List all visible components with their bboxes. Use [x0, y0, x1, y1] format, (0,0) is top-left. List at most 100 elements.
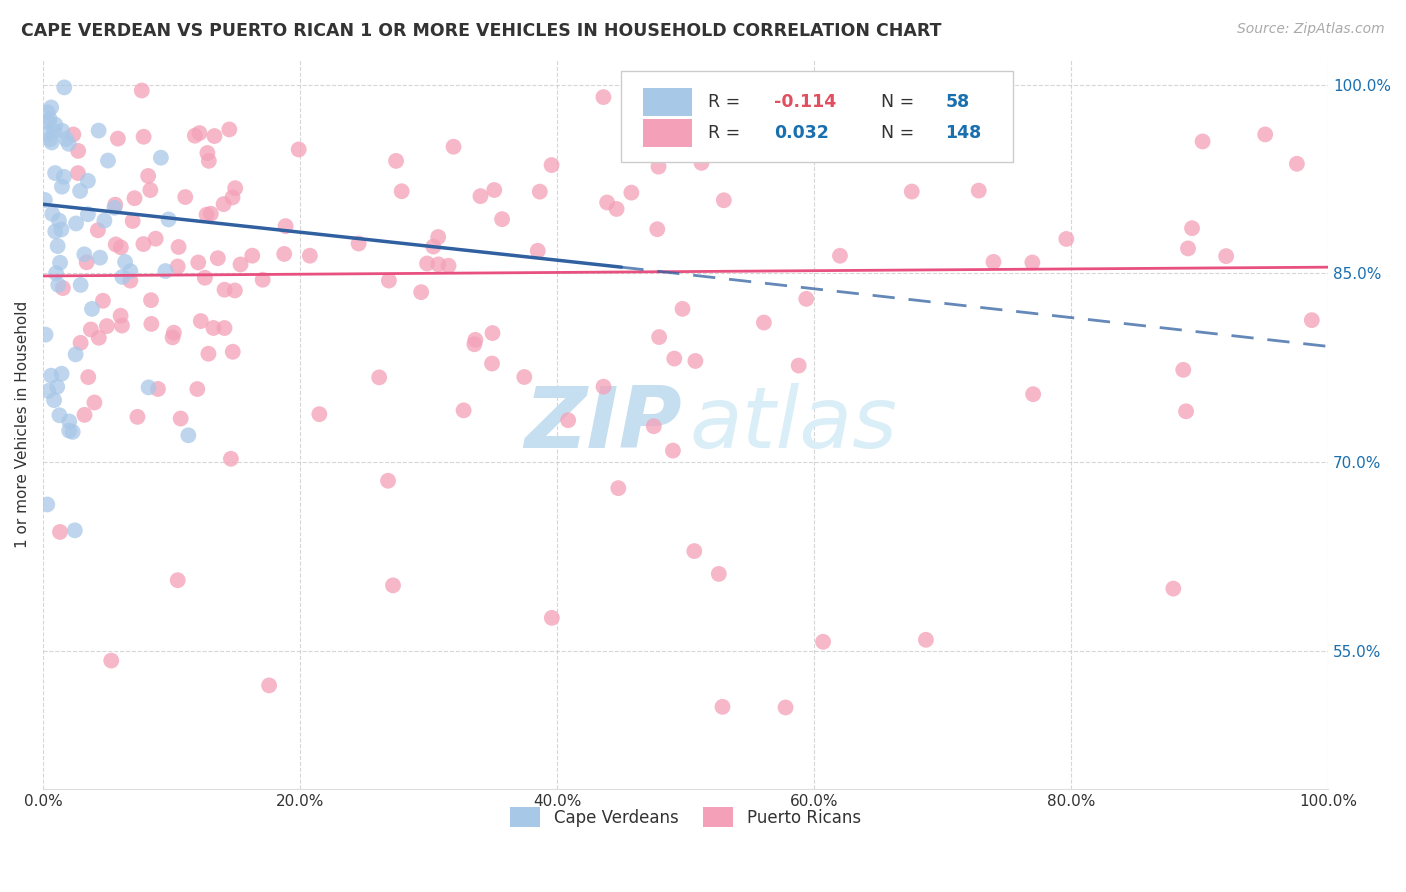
Point: [69, 335, 91, 350]
Point: [983, 255, 1005, 269]
Point: [900, 185, 922, 199]
Point: [662, 81, 685, 95]
Point: [65, 347, 87, 361]
Point: [1173, 363, 1195, 377]
Point: [46, 277, 69, 292]
Point: [287, 143, 309, 157]
Point: [481, 357, 503, 371]
Point: [80, 301, 103, 316]
Point: [794, 292, 817, 306]
Point: [34, 327, 56, 342]
Point: [163, 326, 186, 340]
Point: [411, 285, 433, 300]
Point: [138, 380, 160, 394]
Point: [49, 524, 72, 539]
Point: [66, 166, 89, 180]
Point: [197, 146, 219, 161]
Point: [1301, 313, 1323, 327]
Point: [132, 129, 155, 144]
Point: [177, 428, 200, 442]
Point: [62, 425, 84, 439]
Point: [1022, 387, 1045, 401]
Text: 0.032: 0.032: [775, 124, 830, 143]
Point: [219, 451, 242, 466]
Point: [83, 395, 105, 409]
Point: [62, 128, 84, 142]
Point: [422, 239, 444, 253]
Point: [194, 270, 217, 285]
Point: [938, 127, 960, 141]
Point: [214, 321, 236, 335]
Point: [120, 274, 142, 288]
Text: ZIP: ZIP: [524, 383, 682, 466]
Point: [188, 126, 211, 140]
Point: [166, 260, 188, 274]
Point: [643, 419, 665, 434]
Point: [104, 237, 127, 252]
Point: [55, 132, 77, 146]
Point: [51, 179, 73, 194]
Point: [124, 191, 146, 205]
Point: [713, 194, 735, 208]
Text: N =: N =: [882, 93, 920, 111]
Point: [1021, 255, 1043, 269]
Point: [53, 80, 76, 95]
Point: [391, 184, 413, 198]
Point: [37, 126, 59, 140]
Point: [39, 100, 62, 114]
Point: [41, 207, 63, 221]
Point: [198, 153, 221, 168]
Point: [437, 259, 460, 273]
Point: [540, 158, 562, 172]
Point: [1181, 221, 1204, 235]
Point: [38, 112, 60, 127]
Point: [167, 240, 190, 254]
Point: [606, 202, 628, 216]
Point: [96, 319, 118, 334]
Point: [41, 136, 63, 150]
Point: [51, 222, 73, 236]
Point: [195, 208, 218, 222]
Point: [166, 573, 188, 587]
Point: [828, 249, 851, 263]
Point: [596, 195, 619, 210]
Point: [169, 411, 191, 425]
Point: [45, 266, 67, 280]
Point: [481, 326, 503, 340]
Point: [63, 524, 86, 538]
Point: [592, 379, 614, 393]
Point: [427, 230, 450, 244]
FancyBboxPatch shape: [621, 70, 1014, 161]
Point: [224, 284, 246, 298]
Text: R =: R =: [707, 124, 745, 143]
Point: [132, 237, 155, 252]
Text: N =: N =: [882, 124, 920, 143]
Point: [58, 136, 80, 151]
Point: [377, 474, 399, 488]
Point: [787, 359, 810, 373]
Point: [385, 153, 408, 168]
Text: -0.114: -0.114: [775, 93, 837, 111]
Point: [37, 384, 59, 398]
Point: [100, 654, 122, 668]
Point: [141, 317, 163, 331]
Point: [513, 370, 536, 384]
Point: [453, 403, 475, 417]
Point: [87, 331, 110, 345]
Point: [139, 293, 162, 307]
Point: [224, 181, 246, 195]
Point: [111, 269, 134, 284]
Point: [120, 264, 142, 278]
Point: [131, 83, 153, 97]
Point: [76, 207, 98, 221]
Point: [491, 212, 513, 227]
Point: [664, 351, 686, 366]
Point: [110, 309, 132, 323]
Point: [46, 239, 69, 253]
Point: [1254, 128, 1277, 142]
Point: [97, 153, 120, 168]
Text: 148: 148: [945, 124, 981, 143]
Point: [274, 219, 297, 233]
Point: [49, 256, 72, 270]
Point: [222, 344, 245, 359]
